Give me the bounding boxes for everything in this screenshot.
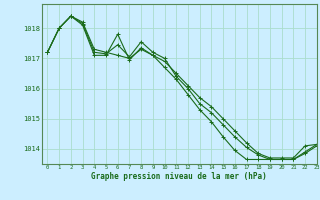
X-axis label: Graphe pression niveau de la mer (hPa): Graphe pression niveau de la mer (hPa) <box>91 172 267 181</box>
